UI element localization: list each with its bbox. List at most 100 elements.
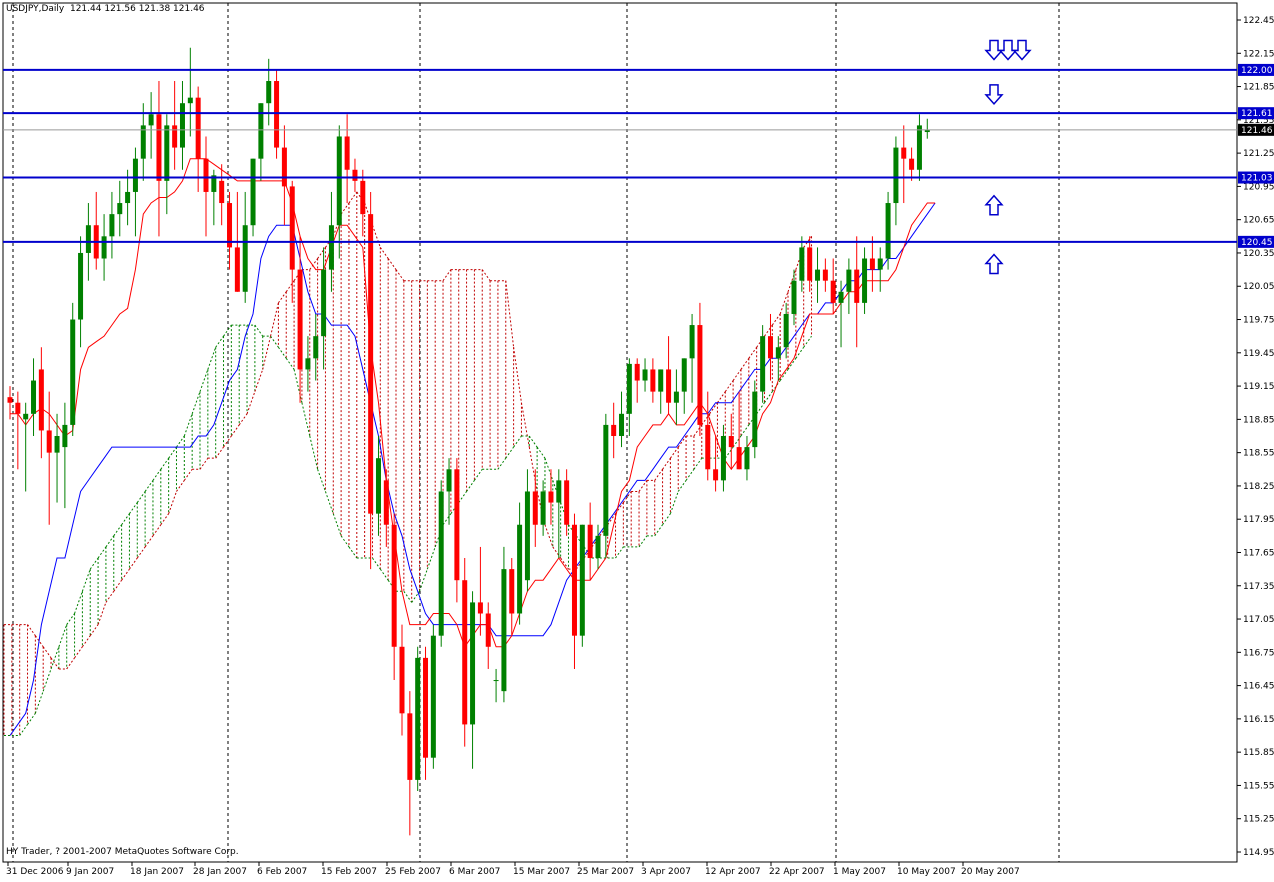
candle-body [752, 391, 758, 448]
candle-body [470, 602, 476, 725]
candle-body [274, 81, 280, 148]
candle-body [415, 657, 421, 780]
candle-body [211, 175, 217, 192]
candle-body [697, 325, 703, 425]
candle-body [611, 424, 617, 436]
candle-body [242, 225, 248, 292]
candle-body [477, 602, 483, 614]
candle-body [391, 524, 397, 647]
x-tick-label: 15 Feb 2007 [321, 867, 377, 877]
candle-body [266, 81, 272, 104]
candle-body [321, 269, 327, 337]
candle-body [901, 147, 907, 159]
candle-body [132, 158, 138, 192]
y-tick-label: 114.95 [1243, 848, 1274, 858]
candle-body [916, 125, 922, 170]
senkou-b-segment [309, 435, 319, 470]
down-arrow-icon [984, 39, 1004, 61]
level-label: 121.03 [1241, 174, 1273, 184]
candle-body [62, 424, 68, 448]
candle-body [807, 247, 813, 281]
y-tick-label: 117.95 [1243, 515, 1274, 525]
y-tick-label: 117.35 [1243, 582, 1274, 592]
candle-body [540, 491, 546, 525]
candle-body [328, 225, 334, 270]
candle-body [713, 469, 719, 481]
candle-body [524, 491, 530, 581]
candle-body [179, 103, 185, 148]
level-badge [1238, 107, 1274, 120]
y-tick-label: 118.25 [1243, 482, 1274, 492]
level-badge [1238, 171, 1274, 184]
y-tick-label: 121.55 [1243, 116, 1274, 126]
candle-body [219, 180, 225, 204]
x-tick-label: 6 Feb 2007 [257, 867, 307, 877]
senkou-a-segment [513, 347, 522, 403]
x-tick-label: 3 Apr 2007 [641, 867, 691, 877]
candle-body [195, 97, 201, 159]
candle-body [485, 613, 491, 647]
candle-body [289, 186, 295, 270]
current-price-badge [1238, 123, 1274, 136]
y-tick-label: 120.05 [1243, 282, 1274, 292]
candle-body [720, 436, 726, 481]
candle-body [673, 391, 679, 403]
candle-body [454, 469, 460, 581]
candle-body [760, 336, 766, 392]
candle-body [38, 369, 44, 431]
x-tick-label: 12 Apr 2007 [705, 867, 761, 877]
candle-body [603, 424, 609, 536]
candle-body [203, 158, 209, 192]
level-badge [1238, 63, 1274, 76]
candle-body [893, 147, 899, 204]
candle-body [172, 125, 178, 148]
candle-body [258, 103, 264, 159]
candle-body [869, 258, 875, 270]
candle-body [909, 158, 915, 170]
candle-body [70, 319, 76, 425]
candle-body [846, 269, 852, 292]
candle-body [736, 447, 742, 470]
candle-body [877, 258, 883, 270]
x-tick-label: 22 Apr 2007 [769, 867, 825, 877]
candles [7, 47, 930, 836]
candle-body [313, 336, 319, 359]
candle-body [619, 413, 625, 436]
candle-body [78, 252, 84, 320]
candle-body [281, 147, 287, 187]
x-tick-label: 18 Jan 2007 [130, 867, 184, 877]
x-tick-label: 9 Jan 2007 [66, 867, 114, 877]
y-tick-label: 121.25 [1243, 149, 1274, 159]
candle-body [595, 535, 601, 559]
y-tick-label: 119.45 [1243, 349, 1274, 359]
candle-body [344, 136, 350, 170]
candle-body [368, 214, 374, 514]
candle-body [642, 369, 648, 381]
candle-body [336, 136, 342, 226]
candle-body [140, 125, 146, 159]
x-tick-label: 31 Dec 2006 [6, 867, 64, 877]
candle-body [462, 580, 468, 725]
candle-body [15, 402, 21, 414]
candle-body [101, 236, 107, 259]
up-arrow-icon [984, 253, 1004, 275]
candle-body [822, 269, 828, 281]
candle-body [556, 480, 562, 503]
level-label: 121.61 [1241, 109, 1273, 119]
candle-body [7, 397, 13, 403]
candle-body [689, 325, 695, 359]
x-tick-label: 15 Mar 2007 [513, 867, 570, 877]
down-arrow-icon [998, 39, 1018, 61]
candle-body [705, 424, 711, 470]
level-label: 122.00 [1241, 66, 1273, 76]
candle-body [227, 203, 233, 248]
y-tick-label: 118.55 [1243, 449, 1274, 459]
candle-body [775, 347, 781, 359]
level-badge [1238, 235, 1274, 248]
candle-body [360, 180, 366, 215]
candle-body [187, 97, 193, 104]
candle-body [31, 380, 37, 414]
y-tick-label: 120.35 [1243, 249, 1274, 259]
candle-body [54, 436, 60, 453]
symbol-timeframe: USDJPY,Daily [6, 4, 65, 14]
